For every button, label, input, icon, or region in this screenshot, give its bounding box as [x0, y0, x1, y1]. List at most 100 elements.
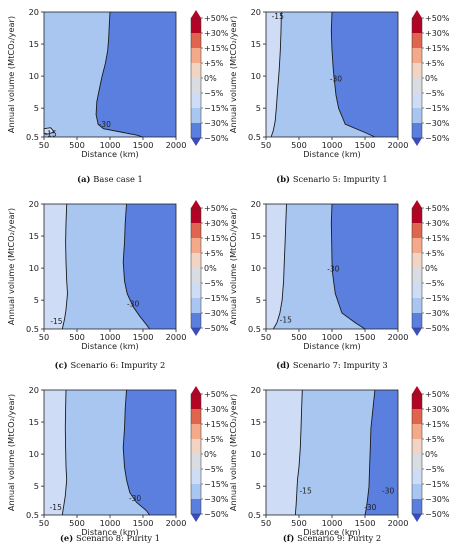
x-tick-label: 1500	[355, 140, 376, 150]
colorbar-segment	[412, 484, 422, 499]
x-tick-label: 1500	[355, 332, 376, 342]
panel-caption-text: Scenario 5: Impurity 1	[293, 174, 388, 184]
y-tick-label: 0.5	[26, 132, 39, 142]
x-tick-label: 2000	[388, 140, 409, 150]
colorbar-label: −30%	[425, 309, 450, 318]
region--30%_-15%	[266, 204, 365, 329]
colorbar-label: −5%	[204, 465, 224, 474]
y-tick-label: 0.5	[26, 324, 39, 334]
colorbar-segment	[191, 313, 201, 328]
colorbar-label: −30%	[425, 495, 450, 504]
y-tick-label: 15	[29, 417, 39, 427]
contour-label: -30	[129, 494, 141, 503]
colorbar-segment	[412, 424, 422, 439]
colorbar-label: +15%	[204, 420, 229, 429]
contour-line	[61, 389, 68, 516]
panel-caption: (e) Scenario 8: Purity 1	[60, 533, 160, 543]
y-tick-label: 10	[29, 263, 39, 273]
y-tick-label: 0.5	[248, 324, 261, 334]
y-tick-label: 5	[34, 295, 39, 305]
colorbar-segment	[191, 424, 201, 439]
colorbar-segment	[412, 409, 422, 424]
colorbar-label: +15%	[204, 234, 229, 243]
colorbar-label: +15%	[204, 44, 229, 53]
panel-f: -30 -30 -15 50 500 1000 1500 2000 0.5 5 10 15 20 Dist…	[228, 385, 450, 543]
colorbar-label: +30%	[425, 405, 450, 414]
colorbar-segment	[191, 469, 201, 484]
x-tick-label: 500	[69, 518, 85, 528]
contour-label: -15	[299, 486, 311, 495]
y-tick-label: 15	[251, 39, 261, 49]
colorbar-label: +5%	[425, 435, 445, 444]
y-tick-label: 15	[251, 231, 261, 241]
colorbar-segment	[412, 469, 422, 484]
colorbar-segment	[412, 108, 422, 123]
region--30%_-15%	[44, 390, 150, 515]
colorbar-segment	[191, 298, 201, 313]
colorbar-label: +30%	[204, 29, 229, 38]
y-tick-label: 10	[251, 449, 261, 459]
colorbar-segment	[191, 78, 201, 93]
colorbar-label: −15%	[204, 480, 229, 489]
y-tick-label: 0.5	[26, 510, 39, 520]
panel-caption: (f) Scenario 9: Purity 2	[283, 533, 381, 543]
y-tick-label: 20	[29, 7, 39, 17]
colorbar-segment	[191, 18, 201, 33]
colorbar-segment	[191, 238, 201, 253]
region--15%_-5%	[266, 204, 287, 329]
colorbar-label: −50%	[204, 510, 229, 519]
x-tick-label: 50	[261, 140, 271, 150]
colorbar-label: 0%	[204, 74, 217, 83]
x-tick-label: 1000	[322, 332, 343, 342]
y-tick-label: 15	[251, 417, 261, 427]
colorbar-label: −50%	[425, 324, 450, 333]
x-tick-label: 1000	[100, 140, 121, 150]
region--30%_-15%	[44, 204, 150, 329]
panel-caption: (b) Scenario 5: Impurity 1	[276, 174, 387, 184]
x-tick-label: 500	[291, 332, 307, 342]
colorbar-segment	[412, 223, 422, 238]
contour-label: -30	[382, 486, 394, 495]
colorbar: +50% +30% +15% +5% 0% −5% −15% −30% −50%	[411, 386, 450, 522]
x-tick-label: 1500	[355, 518, 376, 528]
colorbar-label: −50%	[204, 134, 229, 143]
colorbar-extend-bottom	[412, 514, 422, 522]
x-tick-label: 1000	[322, 518, 343, 528]
region--15%_-5%	[266, 390, 303, 515]
colorbar-segment	[412, 298, 422, 313]
colorbar-extend-top	[191, 10, 201, 18]
y-tick-label: 10	[251, 263, 261, 273]
colorbar-label: +50%	[204, 14, 229, 23]
colorbar: +50% +30% +15% +5% 0% −5% −15% −30% −50%	[411, 200, 450, 336]
contour-line	[330, 203, 366, 330]
colorbar-label: −50%	[425, 510, 450, 519]
contour-line	[95, 11, 144, 138]
colorbar-segment	[191, 93, 201, 108]
contour-label: -15	[50, 317, 62, 326]
colorbar-segment	[412, 208, 422, 223]
colorbar-label: −15%	[425, 294, 450, 303]
colorbar-label: −15%	[425, 480, 450, 489]
y-tick-label: 0.5	[248, 510, 261, 520]
x-tick-label: 50	[39, 518, 49, 528]
colorbar-extend-top	[191, 386, 201, 394]
colorbar-label: −5%	[204, 89, 224, 98]
colorbar-extend-bottom	[412, 328, 422, 336]
panel-a: -30 -15 50 500 1000 1500 2000 0.5 5 10 15 20 Distanc…	[6, 7, 229, 184]
colorbar-label: +5%	[204, 59, 224, 68]
colorbar-segment	[412, 439, 422, 454]
y-axis-label: Annual volume (MtCO₂/year)	[6, 394, 16, 511]
colorbar-segment	[191, 283, 201, 298]
x-tick-label: 2000	[166, 332, 187, 342]
colorbar-label: +30%	[425, 29, 450, 38]
colorbar-label: −30%	[425, 119, 450, 128]
x-tick-label: 50	[261, 518, 271, 528]
colorbar-label: −15%	[425, 104, 450, 113]
y-tick-label: 5	[34, 481, 39, 491]
contour-line	[270, 11, 282, 138]
contour-label: -30	[330, 74, 342, 83]
colorbar-segment	[412, 93, 422, 108]
colorbar-segment	[191, 123, 201, 138]
